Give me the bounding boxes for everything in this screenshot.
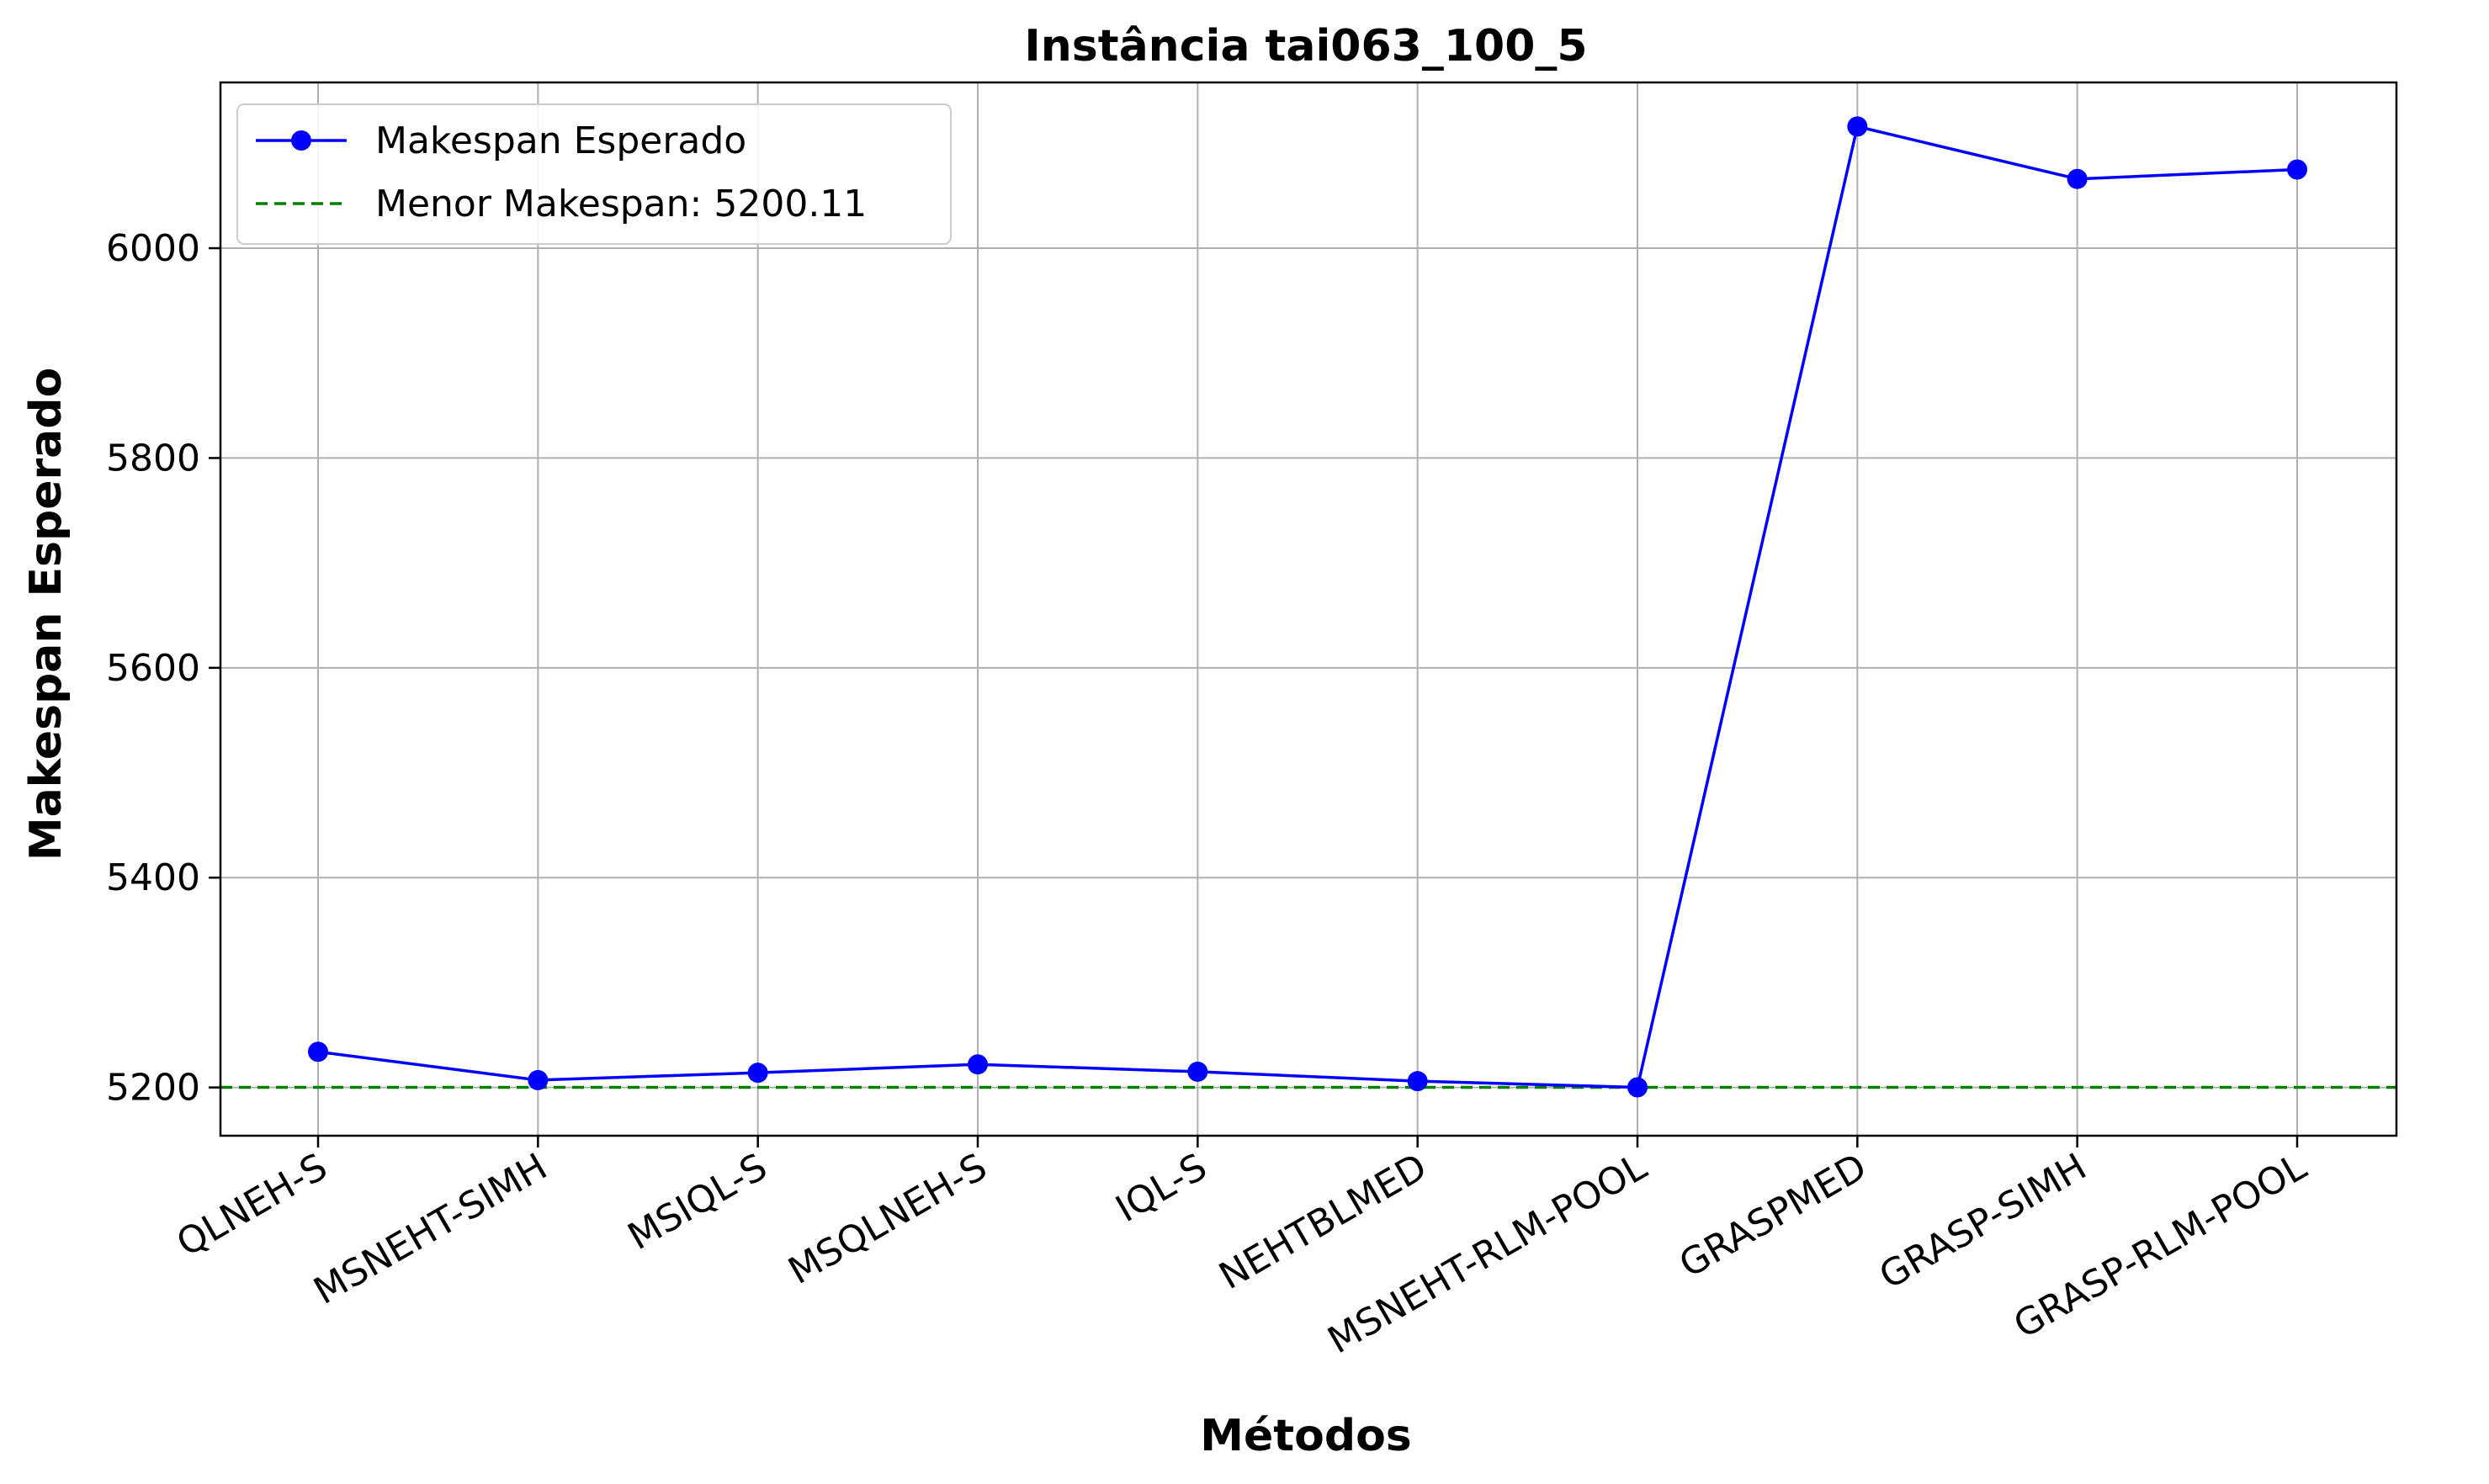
data-point bbox=[968, 1054, 988, 1075]
y-axis-ticks: 5200 5400 5600 5800 6000 bbox=[106, 227, 220, 1110]
series-line bbox=[317, 125, 2298, 1089]
series-layer bbox=[308, 116, 2307, 1098]
data-point bbox=[1847, 116, 1868, 137]
y-tick-label: 5200 bbox=[106, 1067, 200, 1110]
legend-reference-label: Menor Makespan: 5200.11 bbox=[375, 183, 867, 225]
data-point bbox=[747, 1063, 768, 1084]
data-point bbox=[1627, 1077, 1648, 1098]
data-point bbox=[2287, 159, 2307, 180]
plot-frame bbox=[219, 81, 2398, 1137]
y-tick-label: 6000 bbox=[106, 227, 200, 270]
data-point bbox=[1187, 1061, 1208, 1082]
grid-lines bbox=[220, 82, 2396, 1136]
data-point bbox=[308, 1041, 328, 1063]
data-point bbox=[1407, 1071, 1428, 1092]
x-axis-label: Métodos bbox=[1200, 1411, 1412, 1461]
legend-box bbox=[236, 103, 952, 245]
legend: Makespan Esperado Menor Makespan: 5200.1… bbox=[236, 103, 952, 245]
y-tick-label: 5400 bbox=[106, 856, 200, 899]
legend-series-marker bbox=[291, 130, 311, 151]
y-tick-label: 5800 bbox=[106, 437, 200, 480]
y-tick-label: 5600 bbox=[106, 647, 200, 690]
data-point bbox=[2067, 168, 2088, 189]
y-axis-label: Makespan Esperado bbox=[21, 368, 72, 861]
chart-title: Instância tai063_100_5 bbox=[1024, 21, 1587, 72]
legend-series-label: Makespan Esperado bbox=[375, 119, 746, 162]
data-point bbox=[528, 1069, 549, 1090]
